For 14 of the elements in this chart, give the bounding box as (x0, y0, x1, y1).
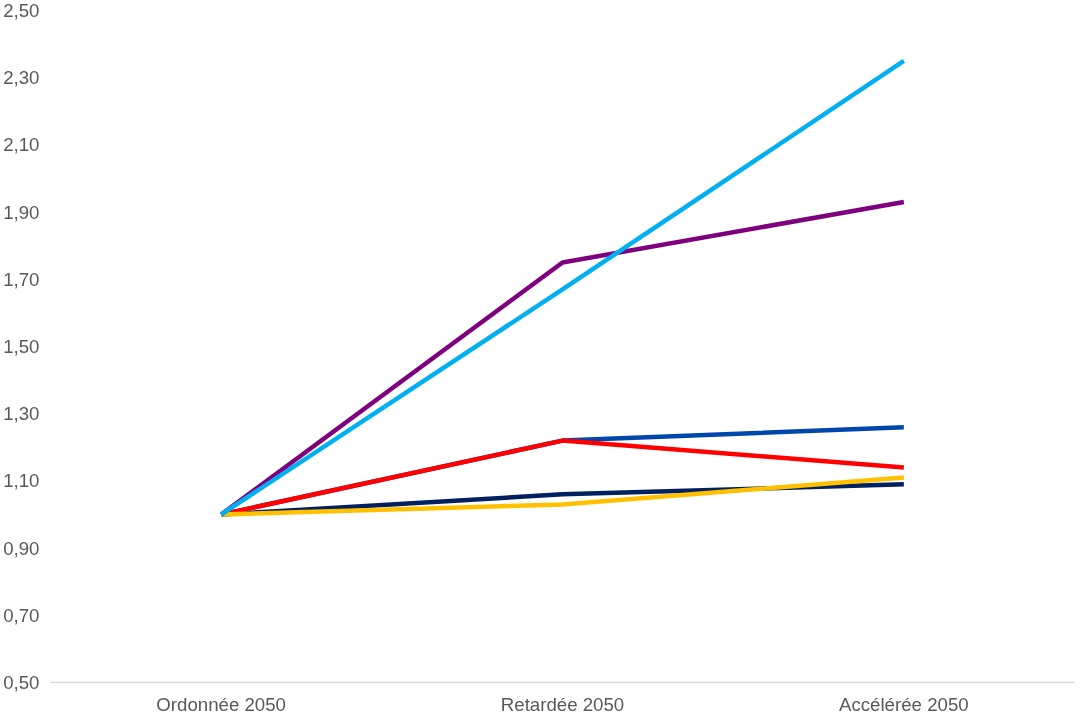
y-tick-label: 1,70 (3, 268, 40, 290)
y-tick-label: 0,90 (3, 537, 40, 559)
x-tick-label: Accélérée 2050 (839, 693, 969, 715)
y-tick-label: 1,50 (3, 336, 40, 357)
y-tick-label: 1,10 (3, 470, 40, 492)
y-tick-label: 1,90 (3, 201, 40, 223)
x-tick-label: Ordonnée 2050 (156, 693, 287, 715)
x-tick-label: Retardée 2050 (500, 693, 625, 715)
y-tick-label: 2,50 (3, 0, 40, 21)
y-tick-label: 2,10 (3, 134, 40, 156)
y-tick-label: 0,70 (3, 604, 40, 626)
y-tick-label: 2,30 (3, 67, 40, 89)
y-tick-label: 1,30 (3, 403, 40, 425)
y-tick-label: 0,50 (3, 672, 40, 693)
